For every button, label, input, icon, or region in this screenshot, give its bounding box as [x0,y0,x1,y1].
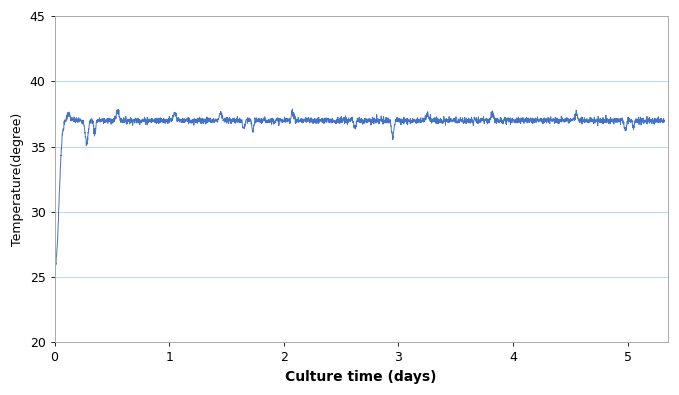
Y-axis label: Temperature(degree): Temperature(degree) [11,113,24,246]
X-axis label: Culture time (days): Culture time (days) [285,370,437,384]
